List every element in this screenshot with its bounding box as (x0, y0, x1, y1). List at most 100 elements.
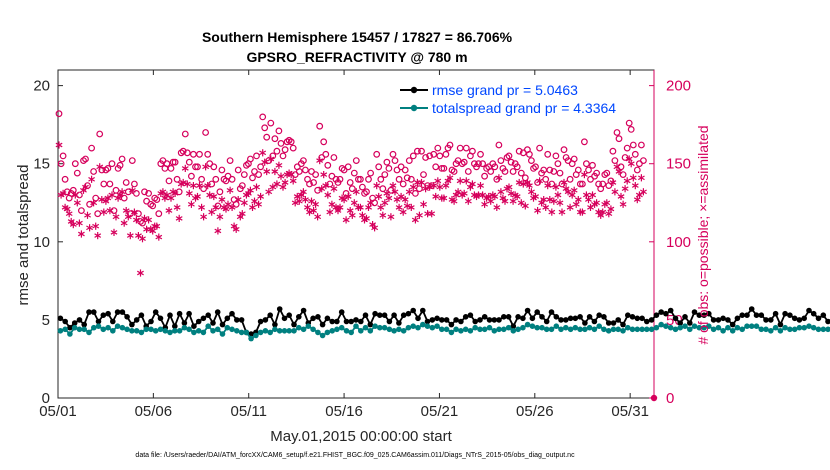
assimilated-obs-marker (507, 189, 515, 197)
assimilated-obs-stroke (613, 164, 621, 170)
assimilated-obs-marker (232, 225, 240, 233)
series-totalspread-point (224, 324, 231, 331)
series-totalspread-point (200, 329, 207, 336)
assimilated-obs-marker (269, 183, 277, 191)
series-rmse-point (429, 317, 436, 323)
assimilated-obs-marker (399, 208, 407, 216)
series-totalspread-point (625, 324, 631, 331)
assimilated-obs-stroke (635, 192, 643, 198)
possible-obs-marker (141, 188, 148, 196)
series-rmse-point (663, 310, 669, 317)
possible-obs-marker (336, 175, 344, 183)
series-rmse-point (520, 315, 526, 322)
possible-obs-marker (501, 168, 509, 175)
assimilated-obs-stroke (104, 195, 112, 201)
possible-obs-marker (521, 174, 529, 182)
chart-title-line2: GPSRO_REFRACTIVITY @ 780 m (246, 49, 467, 65)
series-totalspread-point (748, 323, 755, 330)
assimilated-obs-marker (98, 196, 106, 204)
assimilated-obs-marker (126, 232, 134, 240)
assimilated-obs-marker (112, 213, 120, 221)
assimilated-obs-stroke (611, 189, 619, 195)
assimilated-obs-marker (589, 191, 596, 199)
possible-obs-marker (194, 163, 201, 171)
possible-obs-marker (418, 147, 425, 155)
assimilated-obs-stroke (153, 223, 161, 229)
assimilated-obs-marker (179, 178, 187, 187)
legend-entry-label: totalspread grand pr = 4.3364 (432, 100, 616, 116)
assimilated-obs-stroke (145, 217, 153, 223)
possible-obs-marker (420, 171, 427, 179)
assimilated-obs-stroke (625, 156, 633, 162)
assimilated-obs-marker (226, 186, 234, 194)
possible-obs-marker (589, 161, 596, 169)
series-totalspread-point (300, 326, 307, 333)
assimilated-obs-marker (96, 163, 104, 171)
possible-obs-marker (479, 160, 487, 168)
series-totalspread-point (739, 326, 745, 333)
assimilated-obs-stroke (623, 178, 631, 184)
possible-obs-marker (204, 150, 212, 158)
series-rmse-point (372, 310, 378, 317)
assimilated-obs-marker (536, 177, 544, 185)
assimilated-obs-marker (216, 213, 224, 221)
assimilated-obs-stroke (306, 209, 313, 215)
possible-obs-marker (599, 180, 607, 188)
series-rmse-point (625, 312, 631, 319)
series-totalspread-point (100, 326, 107, 333)
series-totalspread-point (710, 326, 717, 333)
series-totalspread-point (353, 323, 359, 330)
series-totalspread-point (443, 326, 450, 333)
assimilated-obs-marker (434, 177, 442, 185)
series-totalspread-point (286, 328, 293, 334)
series-totalspread-point (648, 326, 655, 333)
possible-obs-marker (173, 175, 181, 183)
assimilated-obs-stroke (181, 166, 189, 171)
series-rmse-point (729, 321, 736, 328)
assimilated-obs-stroke (324, 192, 332, 198)
possible-obs-marker (165, 177, 173, 185)
possible-obs-marker (436, 152, 444, 160)
series-totalspread-point (367, 328, 374, 334)
series-rmse-point (396, 320, 402, 326)
x-tick-label: 05/16 (325, 403, 363, 420)
possible-obs-marker (576, 180, 584, 188)
possible-obs-marker (249, 174, 256, 182)
assimilated-obs-marker (100, 208, 108, 216)
series-totalspread-point (334, 326, 340, 333)
assimilated-obs-stroke (277, 173, 285, 179)
series-rmse-point (677, 320, 683, 326)
assimilated-obs-stroke (460, 191, 468, 196)
assimilated-obs-marker (320, 171, 328, 179)
assimilated-obs-stroke (295, 198, 303, 204)
assimilated-obs-marker (607, 205, 615, 213)
assimilated-obs-marker (381, 199, 389, 207)
possible-obs-marker (163, 160, 171, 168)
possible-obs-marker (104, 164, 112, 172)
assimilated-obs-marker (450, 197, 458, 205)
series-totalspread-point (214, 326, 221, 333)
series-rmse-point (758, 312, 765, 319)
assimilated-obs-stroke (621, 186, 629, 192)
assimilated-obs-marker (259, 149, 267, 157)
assimilated-obs-stroke (550, 198, 558, 204)
assimilated-obs-marker (75, 219, 83, 227)
assimilated-obs-marker (552, 183, 560, 191)
series-rmse-point (152, 309, 159, 315)
assimilated-obs-stroke (532, 194, 539, 199)
possible-obs-marker (208, 180, 216, 188)
assimilated-obs-marker (90, 199, 98, 207)
assimilated-obs-marker (299, 188, 307, 196)
series-totalspread-point (319, 332, 326, 339)
assimilated-obs-stroke (132, 217, 140, 223)
series-totalspread-point (195, 328, 202, 334)
assimilated-obs-marker (477, 182, 484, 190)
assimilated-obs-stroke (200, 214, 208, 220)
assimilated-obs-stroke (395, 205, 403, 210)
assimilated-obs-marker (356, 203, 364, 211)
assimilated-obs-marker (566, 203, 574, 211)
possible-obs-marker (75, 191, 83, 199)
series-rmse-point (138, 312, 145, 319)
assimilated-obs-marker (379, 211, 387, 219)
